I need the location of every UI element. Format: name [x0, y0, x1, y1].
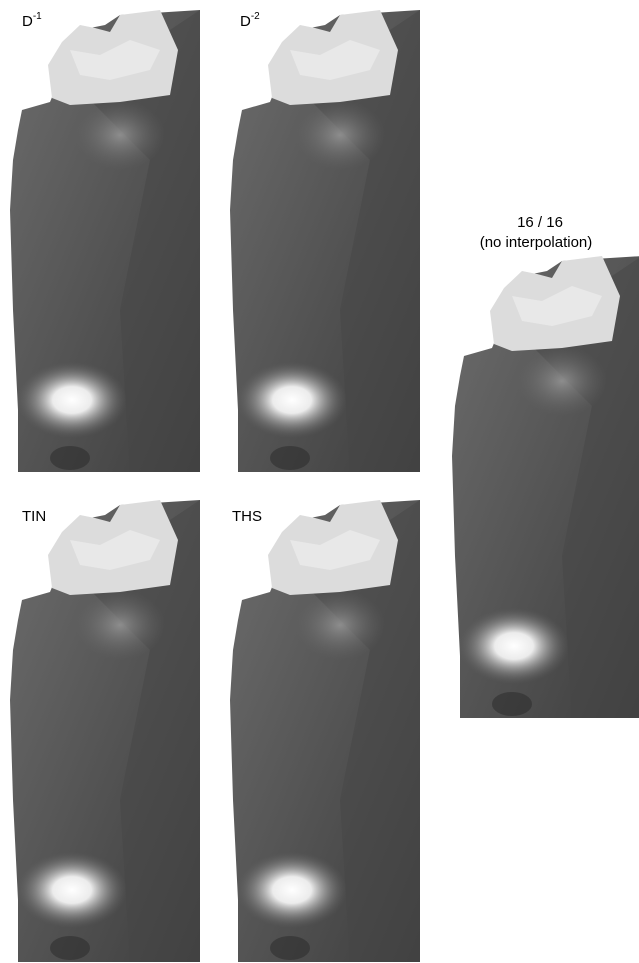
label-superscript: -2: [251, 11, 260, 22]
panel-label: D-2: [240, 11, 260, 30]
label-base: D: [240, 13, 251, 30]
label-base: D: [22, 13, 33, 30]
panel-sublabel: (no interpolation): [480, 234, 593, 251]
map-panel: [10, 500, 200, 962]
panel-label: 16 / 16: [517, 214, 563, 231]
map-panel: [230, 500, 420, 962]
panel-label: TIN: [22, 508, 46, 525]
panel-label: THS: [232, 508, 262, 525]
map-panel: [452, 256, 639, 718]
map-panel: [230, 10, 420, 472]
map-panel: [10, 10, 200, 472]
figure: D-1 D-2 TIN THS 16 / 16 (no interpolatio…: [0, 0, 639, 963]
label-superscript: -1: [33, 11, 42, 22]
panel-label: D-1: [22, 11, 42, 30]
